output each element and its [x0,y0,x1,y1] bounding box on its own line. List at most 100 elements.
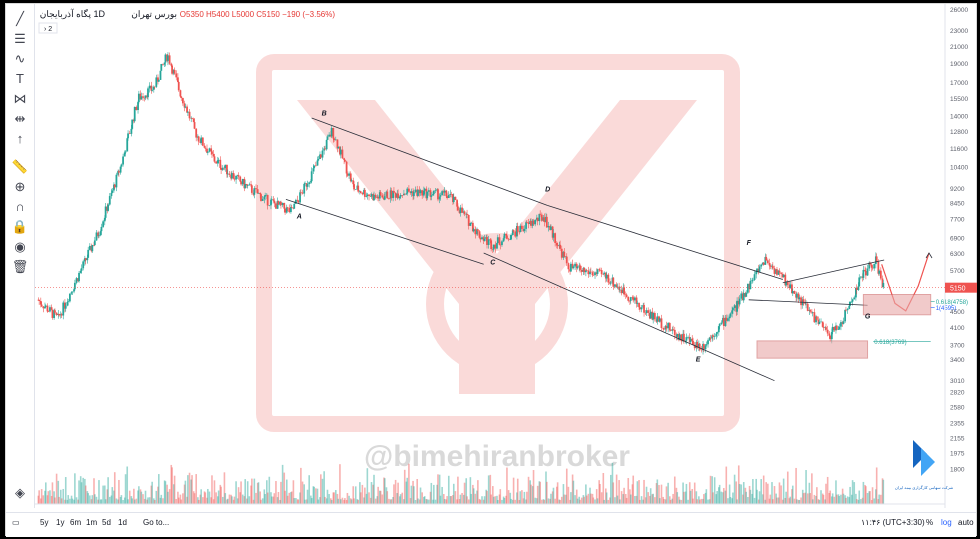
brush-icon[interactable]: ∿ [14,51,26,66]
layers-icon[interactable]: ◈ [15,485,25,500]
ruler-icon[interactable]: 📏 [11,159,29,174]
magnet-icon[interactable]: ∩ [15,199,25,214]
candle-body [314,165,317,167]
volume-bar [478,498,481,504]
volume-bar [767,483,769,504]
candle-body [84,258,87,261]
volume-bar [263,489,266,504]
volume-bar [811,499,814,504]
candle-body [150,85,153,91]
candle-body [881,278,884,288]
volume-bar [55,473,58,504]
volume-bar [326,489,329,504]
candle-body [600,270,603,275]
price-tick-label: 19000 [950,61,968,68]
candle-body [390,190,393,199]
auto-toggle[interactable]: auto [958,518,974,527]
volume-bar [364,487,366,504]
arrow-icon[interactable]: ↑ [16,131,24,146]
volume-bar [418,499,421,504]
clock-readout[interactable]: ۱۱:۴۶ (UTC+3:30) [861,518,925,527]
candle-body [217,159,220,161]
candle-body [599,269,601,271]
chart-area[interactable]: @bimehiranbroker O5350 H5400 L5000 C5150… [31,4,978,520]
trash-icon[interactable]: 🗑 [11,259,29,274]
trendline-icon[interactable]: ╱ [16,11,24,26]
candle-body [328,134,331,137]
volume-bar [798,499,801,504]
candle-body [127,133,129,139]
candle-body [304,183,306,184]
volume-bar [345,499,348,504]
volume-bar [835,480,837,504]
volume-bar [742,494,744,504]
candle-body [297,200,300,203]
range-6m[interactable]: 6m [70,518,82,527]
volume-bar [627,478,630,504]
candle-body [352,180,355,185]
range-5d[interactable]: 5d [102,518,111,527]
volume-bar [175,498,178,504]
candle-body [789,284,792,288]
price-tick-label: 10400 [950,165,968,172]
candle-body [397,193,399,199]
candle-body [228,173,231,175]
range-1m[interactable]: 1m [86,518,98,527]
price-chart[interactable]: @bimehiranbroker O5350 H5400 L5000 C5150… [31,4,978,520]
volume-bar [396,493,399,504]
candle-body [239,176,242,182]
volume-bar [506,467,508,504]
volume-bar [531,486,534,504]
volume-bar [103,485,106,504]
volume-bar [429,491,432,504]
volume-bar [193,493,196,504]
candle-body [250,184,252,186]
volume-bar [682,482,684,504]
range-5y[interactable]: 5y [40,518,49,527]
volume-bar [492,496,495,504]
percent-toggle[interactable]: % [926,518,934,527]
candle-body [501,241,503,246]
volume-bar [293,498,296,504]
calendar-icon[interactable]: ▭ [12,518,20,527]
volume-bar [793,498,796,504]
candle-body [446,196,449,198]
candle-body [221,167,224,170]
lock-icon[interactable]: 🔒 [11,219,29,234]
zoom-icon[interactable]: ⊕ [14,179,26,194]
volume-bar [619,499,621,504]
goto-button[interactable]: Go to... [143,518,170,527]
candle-body [44,305,47,307]
price-axis[interactable]: 26000 23000 21000 19000 17000 15500 14000 12800… [35,4,977,508]
candle-body [86,257,89,261]
volume-bar [622,494,625,504]
price-tick-label: 3010 [950,378,965,385]
candle-body [828,333,831,336]
drawings[interactable]: 0.618(4758)1(4595) 0.618(3769) A B C D E F G [285,111,968,382]
volume-bar [313,486,315,504]
candle-body [556,245,559,247]
volume-bar [472,488,475,504]
volume-bar [295,498,297,504]
volume-bar [80,482,83,504]
time-axis[interactable]: 2020MarJunAugOct2021AprJulSepNov2022MarM… [31,503,945,520]
text-icon[interactable]: T [16,71,24,86]
legend-toggle-button[interactable] [38,22,58,34]
volume-bar [828,492,831,504]
pattern-icon[interactable]: ⋈ [13,91,27,106]
range-1d[interactable]: 1d [118,518,127,527]
candle-body [393,190,395,193]
eye-icon[interactable]: ◉ [14,239,26,254]
candle-body [591,272,594,276]
volume-bar [246,498,248,504]
volume-bar [226,498,229,504]
candle-body [120,164,123,167]
fib-icon[interactable]: ☰ [14,31,26,46]
log-toggle[interactable]: log [941,518,952,527]
volume-bar [42,495,45,504]
volume-bar [866,493,869,504]
volume-bar [663,498,665,504]
candle-body [771,265,774,269]
range-1y[interactable]: 1y [56,518,65,527]
measure-icon[interactable]: ⇹ [14,111,26,126]
